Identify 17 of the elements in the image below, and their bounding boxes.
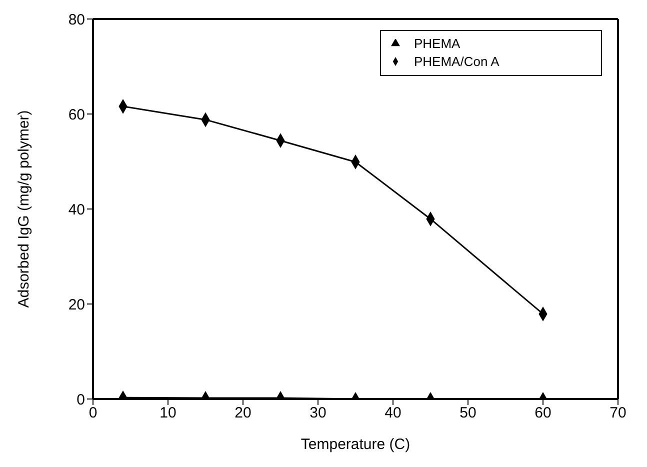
legend-label: PHEMA/Con A (414, 54, 500, 69)
x-tick-label: 0 (88, 404, 98, 422)
x-tick-label: 20 (234, 404, 252, 422)
y-axis-title: Adsorbed IgG (mg/g polymer) (15, 110, 32, 308)
x-tick-label: 30 (310, 404, 326, 422)
x-tick-label: 40 (384, 404, 402, 422)
x-tick-label: 60 (534, 404, 552, 422)
x-axis-title: Temperature (C) (300, 436, 410, 453)
legend-label: PHEMA (414, 36, 460, 51)
x-tick-label: 70 (610, 404, 626, 422)
y-tick-label: 40 (68, 201, 85, 218)
y-tick-label: 60 (68, 106, 85, 124)
x-tick-label: 10 (160, 404, 176, 422)
y-tick-label: 80 (68, 11, 85, 28)
y-tick-label: 20 (68, 296, 85, 314)
x-tick-label: 50 (460, 404, 476, 422)
y-tick-label: 0 (76, 391, 85, 408)
